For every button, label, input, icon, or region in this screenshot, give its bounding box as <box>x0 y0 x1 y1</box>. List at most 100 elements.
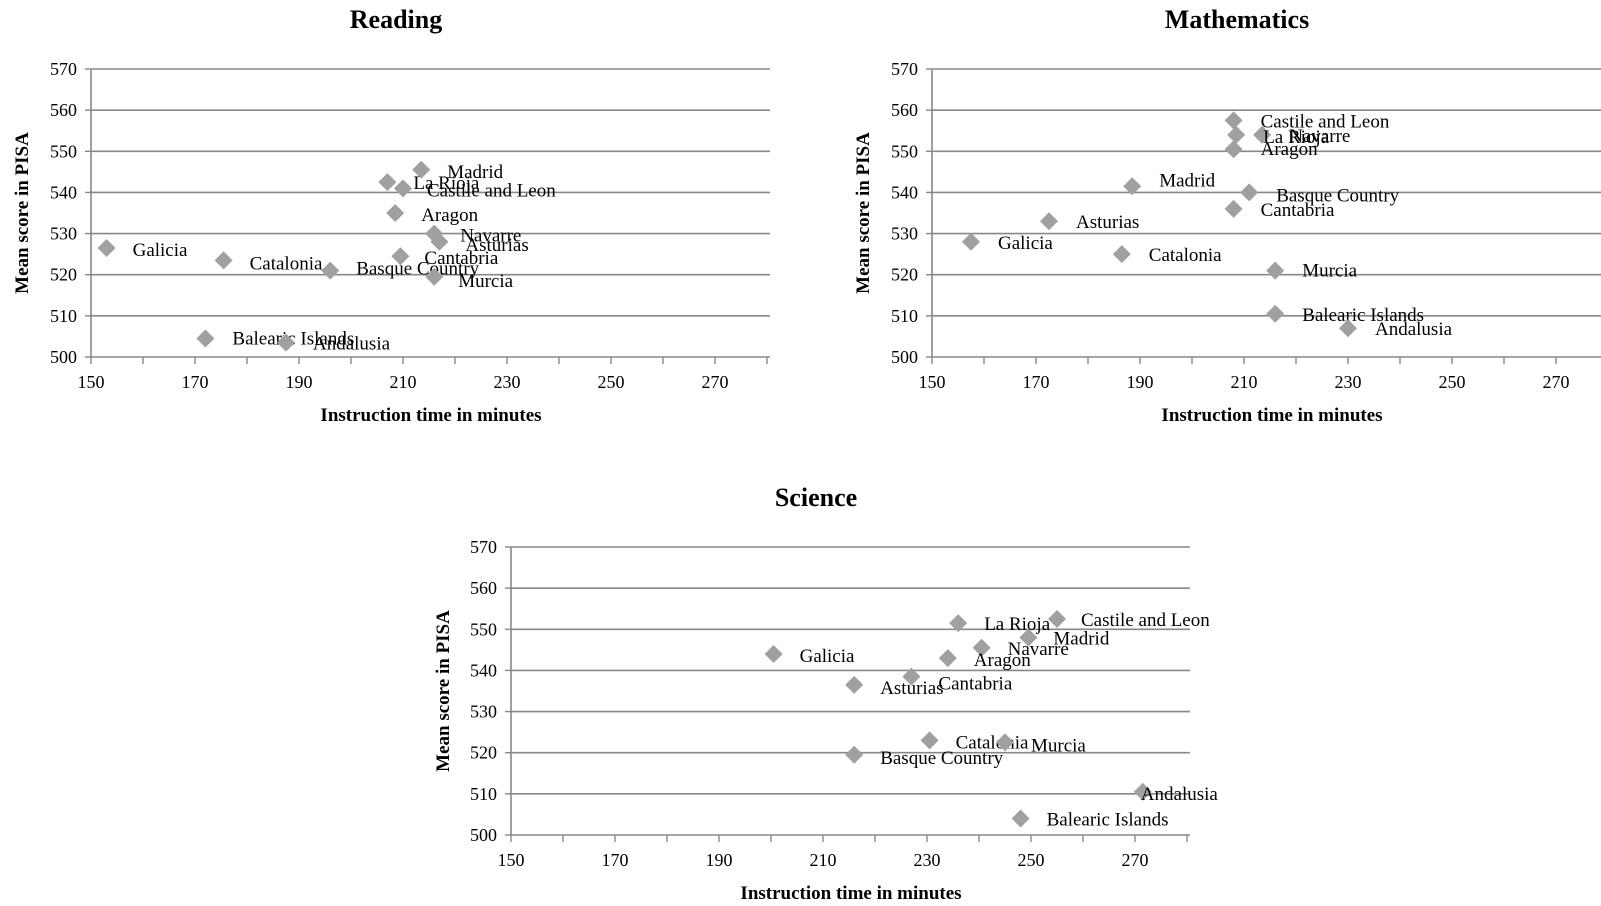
x-tick-label: 250 <box>1018 850 1045 870</box>
data-point-madrid <box>1123 177 1142 196</box>
data-point-balearic-islands <box>1011 809 1030 828</box>
data-point-asturias <box>845 675 864 694</box>
data-label-asturias: Asturias <box>1076 212 1139 233</box>
data-label-castile-and-leon: Castile and Leon <box>1261 111 1390 132</box>
y-tick-label: 510 <box>50 306 77 326</box>
data-point-madrid <box>412 160 431 179</box>
y-tick-label: 520 <box>50 265 77 285</box>
data-point-navarre <box>1253 125 1272 144</box>
data-label-murcia: Murcia <box>458 271 513 292</box>
x-tick-label: 230 <box>1335 372 1362 392</box>
y-tick-label: 500 <box>470 825 497 845</box>
chart-reading: Reading 500 510 520 530 540 550 560 570 150 170 190… <box>12 5 770 426</box>
data-point-murcia <box>996 733 1014 752</box>
y-tick-label: 560 <box>50 100 77 120</box>
y-tick-label: 510 <box>891 306 918 326</box>
data-point-la-rioja <box>949 614 968 633</box>
y-tick-label: 540 <box>50 182 77 202</box>
y-tick-label: 510 <box>470 784 497 804</box>
x-tick-label: 190 <box>706 850 733 870</box>
data-label-asturias: Asturias <box>880 678 943 699</box>
data-label-catalonia: Catalonia <box>250 253 323 274</box>
data-label-navarre: Navarre <box>1008 639 1069 660</box>
y-tick-label: 540 <box>470 660 497 680</box>
y-tick-label: 520 <box>891 265 918 285</box>
chart-mathematics: Mathematics 500 510 520 530 540 550 560 570 150 17… <box>853 5 1601 426</box>
y-tick-label: 520 <box>470 743 497 763</box>
data-point-andalusia <box>1133 782 1152 801</box>
data-point-asturias <box>430 232 449 251</box>
data-point-balearic-islands <box>196 329 215 348</box>
data-label-cantabria: Cantabria <box>424 248 498 269</box>
x-tick-label: 210 <box>1231 372 1258 392</box>
data-point-galicia <box>962 232 980 251</box>
data-point-madrid <box>1019 628 1038 647</box>
data-label-balearic-islands: Balearic Islands <box>1302 305 1424 326</box>
y-tick-label: 530 <box>50 224 77 244</box>
x-axis-title: Instruction time in minutes <box>740 883 961 904</box>
y-tick-label: 570 <box>470 537 497 557</box>
data-point-la-rioja <box>378 173 397 192</box>
data-label-balearic-islands: Balearic Islands <box>1047 810 1169 831</box>
data-point-aragon <box>1224 140 1243 159</box>
y-tick-label: 550 <box>891 141 918 161</box>
data-label-navarre: Navarre <box>1289 126 1350 147</box>
y-tick-label: 550 <box>50 141 77 161</box>
data-label-murcia: Murcia <box>1302 261 1357 282</box>
data-label-madrid: Madrid <box>447 162 503 183</box>
data-label-madrid: Madrid <box>1159 170 1215 191</box>
chart-science: Science 500 510 520 530 540 550 560 570 150 170 190… <box>433 483 1218 904</box>
y-tick-label: 560 <box>891 100 918 120</box>
y-tick-label: 540 <box>891 182 918 202</box>
data-label-navarre: Navarre <box>460 226 521 247</box>
data-label-asturias: Asturias <box>465 235 528 256</box>
data-label-madrid: Madrid <box>1053 629 1109 650</box>
data-label-basque-country: Basque Country <box>880 748 1003 769</box>
x-tick-label: 270 <box>702 372 729 392</box>
data-point-catalonia <box>1112 245 1131 264</box>
y-tick-label: 500 <box>891 347 918 367</box>
data-point-murcia <box>425 267 444 286</box>
y-tick-label: 530 <box>891 224 918 244</box>
data-point-cantabria <box>902 667 921 686</box>
x-tick-label: 270 <box>1122 850 1149 870</box>
data-label-la-rioja: La Rioja <box>984 614 1051 635</box>
x-tick-label: 170 <box>602 850 629 870</box>
data-label-murcia: Murcia <box>1031 735 1086 756</box>
data-point-aragon <box>938 649 957 668</box>
data-point-cantabria <box>391 247 410 266</box>
data-point-cantabria <box>1224 199 1243 218</box>
data-label-la-rioja: La Rioja <box>413 173 480 194</box>
data-label-cantabria: Cantabria <box>1261 200 1335 221</box>
chart-title: Mathematics <box>1165 5 1309 34</box>
data-label-aragon: Aragon <box>421 205 478 226</box>
data-point-catalonia <box>920 731 939 750</box>
data-label-basque-country: Basque Country <box>356 259 479 280</box>
data-label-andalusia: Andalusia <box>1141 784 1219 805</box>
data-point-murcia <box>1266 261 1285 280</box>
y-axis-title: Mean score in PISA <box>853 132 874 294</box>
x-tick-label: 190 <box>286 372 313 392</box>
data-label-catalonia: Catalonia <box>956 732 1029 753</box>
x-tick-label: 170 <box>182 372 209 392</box>
data-point-balearic-islands <box>1266 304 1285 323</box>
y-tick-label: 570 <box>50 59 77 79</box>
x-tick-label: 150 <box>498 850 525 870</box>
y-tick-label: 500 <box>50 347 77 367</box>
data-point-basque-country <box>1240 183 1259 202</box>
data-point-asturias <box>1040 212 1058 231</box>
y-tick-label: 550 <box>470 619 497 639</box>
data-point-castile-and-leon <box>1048 610 1066 628</box>
x-tick-label: 210 <box>390 372 417 392</box>
data-label-aragon: Aragon <box>974 650 1031 671</box>
x-tick-label: 170 <box>1023 372 1050 392</box>
y-axis-title: Mean score in PISA <box>433 610 454 772</box>
data-label-cantabria: Cantabria <box>938 674 1012 695</box>
data-point-castile-and-leon <box>394 179 412 198</box>
data-label-basque-country: Basque Country <box>1276 185 1399 206</box>
x-tick-label: 270 <box>1543 372 1570 392</box>
data-point-basque-country <box>321 261 340 280</box>
data-label-balearic-islands: Balearic Islands <box>232 328 354 349</box>
data-label-andalusia: Andalusia <box>313 334 391 355</box>
